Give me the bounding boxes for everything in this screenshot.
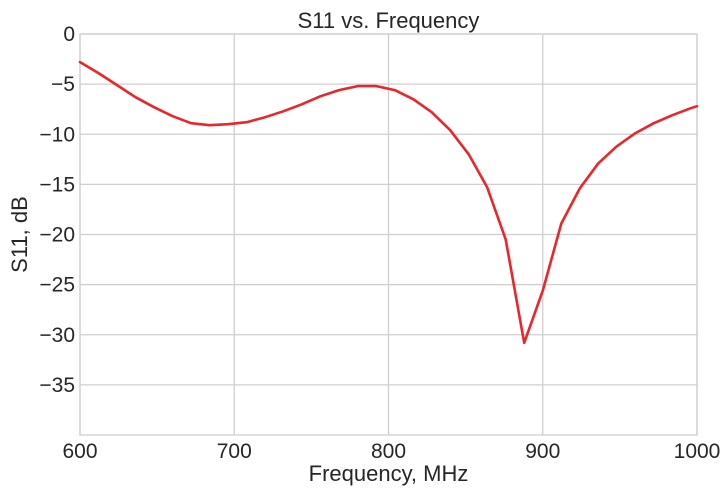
x-tick-label: 1000 [674, 440, 721, 463]
x-tick-label: 700 [217, 440, 252, 463]
x-tick-labels: 600 700 800 900 1000 [62, 440, 720, 463]
y-tick-label: 0 [63, 23, 75, 46]
series-layer [78, 60, 699, 345]
x-tick-label: 900 [525, 440, 560, 463]
y-tick-label: −20 [39, 224, 75, 247]
y-tick-label: −35 [39, 374, 75, 397]
plot-frame [79, 33, 698, 436]
grid [79, 33, 698, 435]
y-tick-label: −10 [39, 123, 75, 146]
y-tick-label: −15 [39, 173, 75, 196]
x-tick-label: 600 [62, 440, 97, 463]
x-axis-title: Frequency, MHz [309, 461, 469, 486]
y-axis-title: S11, dB [7, 196, 32, 273]
series-line [78, 60, 699, 345]
y-tick-label: −30 [39, 324, 75, 347]
x-tick-label: 800 [371, 440, 406, 463]
y-tick-label: −25 [39, 274, 75, 297]
y-tick-labels: 0 −5 −10 −15 −20 −25 −30 −35 [39, 23, 75, 397]
y-tick-label: −5 [51, 73, 75, 96]
chart-title: S11 vs. Frequency [298, 8, 480, 33]
